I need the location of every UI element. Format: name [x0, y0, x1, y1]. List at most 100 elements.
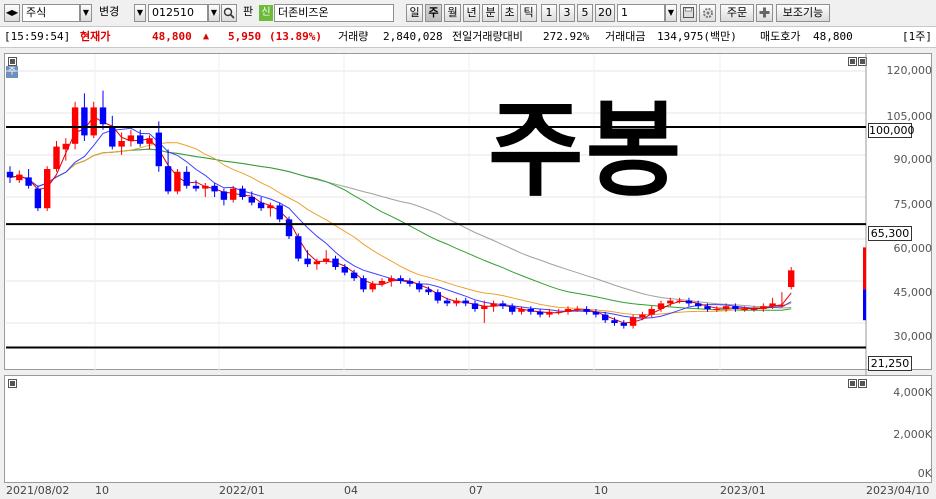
volume-pane-minimize-icon[interactable] — [848, 379, 857, 388]
candle-body — [722, 306, 730, 309]
prev-volume-pct: 272.92% — [543, 30, 590, 43]
candle-body — [648, 309, 655, 315]
plus-icon[interactable] — [756, 4, 773, 22]
x-axis-label: 2023/01 — [720, 484, 766, 497]
candle-body — [146, 138, 153, 144]
candle-body — [137, 135, 144, 144]
candle-body — [25, 177, 32, 186]
quote-time: [15:59:54] — [4, 30, 71, 43]
candle-body — [332, 258, 339, 267]
candle-body — [267, 205, 274, 209]
volume-value: 2,840,028 — [383, 30, 443, 43]
candle-body — [778, 304, 786, 307]
gear-icon[interactable] — [699, 4, 716, 22]
x-axis-label: 07 — [469, 484, 483, 497]
pane-minimize-icon[interactable] — [848, 57, 857, 66]
candle-body — [313, 261, 321, 265]
stock-name-field[interactable]: 더존비즈온 — [274, 4, 394, 22]
candle-body — [369, 283, 376, 290]
period-second-button[interactable]: 초 — [501, 4, 518, 22]
market-type-select[interactable]: 주식 — [22, 4, 80, 22]
candle-body — [62, 143, 69, 150]
interval-input[interactable]: 1 — [617, 4, 665, 22]
credit-badge: 신 — [259, 5, 273, 21]
candle-body — [53, 146, 60, 169]
candle-body — [750, 309, 758, 310]
pane-menu-icon[interactable] — [8, 57, 17, 66]
candle-body — [6, 171, 14, 178]
x-axis-label: 2023/04/10 — [866, 484, 930, 497]
market-type-dropdown-icon[interactable]: ▼ — [80, 4, 92, 22]
candle-body — [192, 185, 200, 189]
candle-body — [592, 311, 600, 315]
price-chart-pane[interactable] — [4, 53, 932, 370]
x-axis-label: 10 — [95, 484, 109, 497]
change-label: 변경 — [99, 5, 120, 18]
candle-body — [685, 300, 693, 304]
candle-body — [657, 303, 665, 309]
nav-arrows-icon[interactable]: ◀▶ — [4, 4, 20, 22]
period-month-button[interactable]: 월 — [444, 4, 461, 22]
candle-body — [211, 185, 218, 192]
period-day-button[interactable]: 일 — [406, 4, 423, 22]
candle-body — [425, 289, 432, 293]
period-week-button[interactable]: 주 — [425, 4, 442, 22]
ma20-line — [9, 142, 792, 316]
save-icon[interactable] — [680, 4, 697, 22]
hline-label: 21,250 — [868, 356, 912, 371]
order-button[interactable]: 주문 — [720, 4, 754, 22]
interval-3-button[interactable]: 3 — [559, 4, 575, 22]
magnifier-icon[interactable] — [221, 4, 237, 22]
candle-body — [304, 258, 311, 265]
candle-body — [406, 281, 414, 284]
interval-20-button[interactable]: 20 — [595, 4, 615, 22]
interval-5-button[interactable]: 5 — [577, 4, 593, 22]
candle-body — [155, 132, 162, 167]
volume-axis-label: 0K — [917, 467, 932, 480]
candle-body — [639, 314, 646, 318]
candle-body — [118, 141, 125, 147]
period-tick-button[interactable]: 틱 — [520, 4, 537, 22]
stock-code-dropdown-icon[interactable]: ▼ — [208, 4, 220, 22]
period-minute-button[interactable]: 분 — [482, 4, 499, 22]
candle-body — [788, 270, 795, 288]
candle-body — [71, 107, 79, 144]
price-axis-label: 30,000 — [893, 330, 933, 343]
candle-body — [490, 303, 497, 307]
candle-body — [629, 317, 637, 326]
candle-body — [620, 323, 627, 326]
current-price: 48,800 — [152, 30, 192, 43]
candle-body — [202, 185, 209, 189]
ask-label: 매도호가 — [760, 30, 801, 43]
candle-body — [127, 135, 135, 141]
candle-body — [462, 300, 469, 304]
interval-1-button[interactable]: 1 — [541, 4, 557, 22]
aux-function-button[interactable]: 보조기능 — [776, 4, 830, 22]
volume-chart-pane[interactable] — [4, 375, 932, 483]
candle-body — [546, 311, 553, 315]
price-axis-label: 105,000 — [886, 110, 933, 123]
candle-body — [239, 188, 246, 197]
candle-body — [350, 272, 358, 279]
candle-body — [220, 191, 228, 200]
candle-body — [109, 127, 116, 147]
candle-body — [769, 303, 776, 307]
volume-pane-menu-icon[interactable] — [8, 379, 17, 388]
candle-body — [174, 171, 181, 192]
price-axis-label: 120,000 — [886, 64, 933, 77]
volume-pane-close-icon[interactable] — [858, 379, 867, 388]
candle-body — [248, 197, 255, 203]
candle-body — [509, 306, 516, 312]
candle-body — [555, 311, 562, 313]
toolbar: ◀▶ 주식 ▼ 변경 ▼ 012510 ▼ 판 신 더존비즈온 일 주 월 년 … — [0, 0, 936, 27]
candle-body — [527, 309, 534, 312]
period-year-button[interactable]: 년 — [463, 4, 480, 22]
interval-dropdown-icon[interactable]: ▼ — [665, 4, 677, 22]
candle-body — [471, 303, 479, 309]
candle-body — [81, 107, 88, 136]
change-dropdown-icon[interactable]: ▼ — [134, 4, 146, 22]
stock-code-input[interactable]: 012510 — [148, 4, 208, 22]
candle-body — [16, 174, 23, 181]
candle-body — [583, 309, 590, 312]
range-bar-up — [863, 247, 866, 290]
